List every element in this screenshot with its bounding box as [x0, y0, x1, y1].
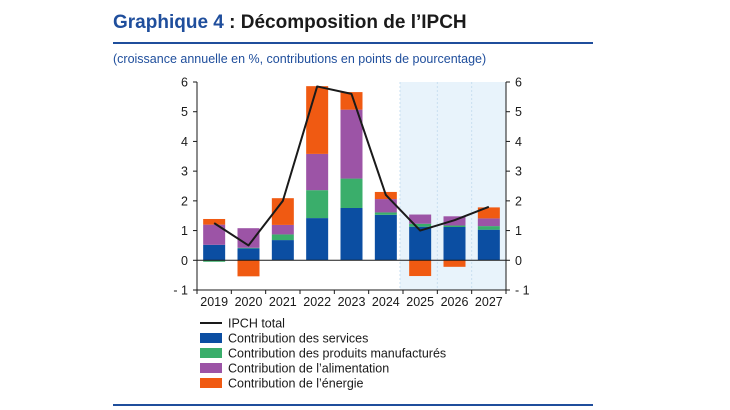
legend-label-s2: Contribution de l’alimentation	[228, 362, 389, 376]
bar-segment-2019-s2	[203, 224, 226, 245]
bar-segment-2024-s2	[374, 199, 397, 213]
y-tick-label-left: 3	[181, 165, 188, 179]
bar-segment-2020-s3	[237, 260, 260, 277]
line-layer	[213, 85, 490, 247]
legend-label-s1: Contribution des produits manufacturés	[228, 347, 446, 361]
x-tick-label-2019: 2019	[200, 295, 228, 309]
y-tick-label-right: 0	[515, 254, 522, 268]
bar-segment-2019-s0	[203, 244, 226, 261]
legend-label-s0: Contribution des services	[228, 332, 368, 346]
bar-segment-2025-s0	[409, 226, 432, 261]
bar-segment-2025-s1	[409, 223, 432, 227]
y-tick-label-right: 3	[515, 165, 522, 179]
legend-swatch-s1	[200, 348, 222, 358]
bar-segment-2025-s2	[409, 214, 432, 224]
bar-segment-2027-s2	[477, 218, 500, 227]
legend-label-ipch: IPCH total	[228, 317, 285, 331]
bars-layer	[203, 86, 500, 277]
bar-segment-2022-s3	[306, 86, 329, 154]
x-tick-label-2021: 2021	[269, 295, 297, 309]
bar-segment-2024-s1	[374, 212, 397, 215]
bar-segment-2023-s3	[340, 92, 363, 110]
bar-segment-2025-s3	[409, 260, 432, 277]
bar-segment-2026-s0	[443, 227, 466, 261]
bar-segment-2019-s1	[203, 260, 226, 262]
axis-ticks-layer: - 1 - 1 0 0 1 1 2 2 3 3 4 4 5 5 6 6 2019 2020 2021 2022 2023…	[173, 76, 529, 310]
bottom-rule	[113, 404, 593, 406]
y-tick-label-right: - 1	[515, 284, 530, 298]
bar-segment-2026-s3	[443, 260, 466, 267]
y-tick-label-left: 2	[181, 194, 188, 208]
legend-label-s3: Contribution de l’énergie	[228, 377, 364, 391]
top-rule	[113, 42, 593, 44]
bar-segment-2021-s2	[271, 224, 294, 235]
bar-segment-2023-s1	[340, 178, 363, 208]
bar-segment-2027-s3	[477, 207, 500, 219]
y-tick-label-left: - 1	[173, 284, 188, 298]
y-tick-label-right: 4	[515, 135, 522, 149]
bar-segment-2027-s1	[477, 226, 500, 230]
bar-segment-2023-s0	[340, 207, 363, 261]
y-tick-label-left: 4	[181, 135, 188, 149]
y-tick-label-left: 6	[181, 76, 188, 90]
x-tick-label-2020: 2020	[235, 295, 263, 309]
y-tick-label-left: 5	[181, 105, 188, 119]
y-tick-label-left: 0	[181, 254, 188, 268]
bar-segment-2026-s1	[443, 225, 466, 228]
bar-segment-2021-s1	[271, 234, 294, 241]
chart-title-text: : Décomposition de l’IPCH	[223, 12, 467, 33]
y-tick-label-right: 6	[515, 76, 522, 90]
chart-number: Graphique 4	[113, 12, 224, 33]
plot-frame-layer	[196, 82, 507, 291]
bar-segment-2022-s2	[306, 153, 329, 191]
y-tick-label-left: 1	[181, 224, 188, 238]
bar-segment-2027-s0	[477, 229, 500, 261]
y-tick-label-right: 2	[515, 194, 522, 208]
bar-segment-2021-s3	[271, 198, 294, 225]
legend-swatch-s3	[200, 378, 222, 388]
x-tick-label-2027: 2027	[475, 295, 503, 309]
legend-swatch-s0	[200, 333, 222, 343]
x-tick-label-2025: 2025	[406, 295, 434, 309]
bar-segment-2024-s0	[374, 214, 397, 261]
x-tick-label-2022: 2022	[303, 295, 331, 309]
bar-segment-2020-s1	[237, 247, 260, 249]
x-tick-label-2024: 2024	[372, 295, 400, 309]
ipch-total-line	[213, 85, 490, 247]
bar-segment-2019-s3	[203, 218, 226, 225]
bar-segment-2023-s2	[340, 109, 363, 179]
bar-segment-2020-s0	[237, 248, 260, 261]
chart-title: Graphique 4 : Décomposition de l’IPCH	[113, 12, 467, 34]
legend-swatch-s2	[200, 363, 222, 373]
bar-segment-2021-s0	[271, 240, 294, 261]
y-tick-label-right: 5	[515, 105, 522, 119]
bar-segment-2022-s0	[306, 218, 329, 261]
x-tick-label-2026: 2026	[441, 295, 469, 309]
x-tick-label-2023: 2023	[338, 295, 366, 309]
bar-segment-2022-s1	[306, 190, 329, 219]
y-tick-label-right: 1	[515, 224, 522, 238]
chart-subtitle: (croissance annuelle en %, contributions…	[113, 52, 487, 66]
